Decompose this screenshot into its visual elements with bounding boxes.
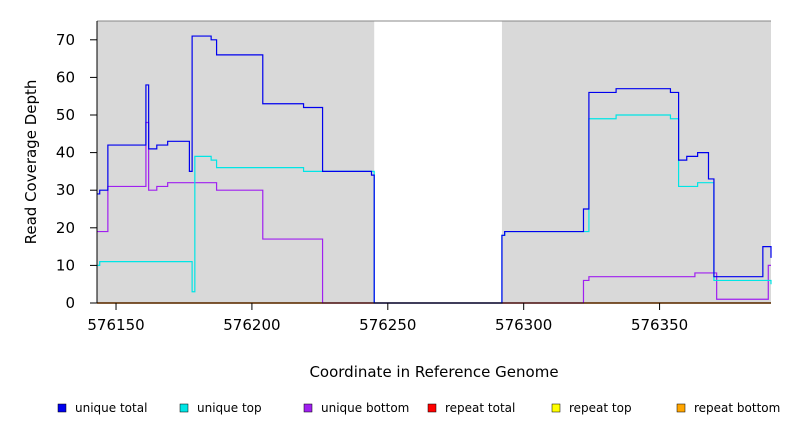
legend-label-unique-top: unique top bbox=[197, 401, 262, 415]
legend-swatch-repeat-bottom bbox=[676, 403, 686, 413]
y-tick-label-10: 10 bbox=[56, 256, 75, 274]
legend-swatch-unique-total bbox=[57, 403, 67, 413]
y-tick-label-70: 70 bbox=[56, 31, 75, 49]
legend-label-repeat-bottom: repeat bottom bbox=[694, 401, 780, 415]
x-tick-label-576300: 576300 bbox=[495, 316, 552, 334]
y-tick-label-0: 0 bbox=[65, 294, 75, 312]
y-tick-label-60: 60 bbox=[56, 68, 75, 86]
x-tick-label-576350: 576350 bbox=[631, 316, 688, 334]
y-axis-title: Read Coverage Depth bbox=[22, 80, 40, 245]
legend-swatch-repeat-total bbox=[427, 403, 437, 413]
y-tick-label-50: 50 bbox=[56, 106, 75, 124]
y-tick-label-20: 20 bbox=[56, 219, 75, 237]
legend-label-repeat-top: repeat top bbox=[569, 401, 632, 415]
x-tick-label-576150: 576150 bbox=[87, 316, 144, 334]
legend-swatch-unique-top bbox=[179, 403, 189, 413]
legend-label-unique-total: unique total bbox=[75, 401, 147, 415]
axes: 0 10 20 30 40 50 60 70 576150 576200 576250 576300 5… bbox=[56, 21, 771, 334]
y-tick-label-40: 40 bbox=[56, 144, 75, 162]
x-axis-title: Coordinate in Reference Genome bbox=[309, 363, 558, 381]
series-line-unique-total bbox=[97, 35, 772, 304]
legend-swatch-unique-bottom bbox=[303, 403, 313, 413]
shaded-regions bbox=[97, 20, 771, 303]
legend-swatch-repeat-top bbox=[551, 403, 561, 413]
shaded-region-0 bbox=[97, 21, 375, 303]
y-tick-label-30: 30 bbox=[56, 181, 75, 199]
shaded-region-1 bbox=[501, 21, 771, 303]
legend-label-repeat-total: repeat total bbox=[445, 401, 515, 415]
legend-label-unique-bottom: unique bottom bbox=[321, 401, 409, 415]
x-tick-label-576250: 576250 bbox=[359, 316, 416, 334]
x-tick-label-576200: 576200 bbox=[223, 316, 280, 334]
legend: unique total unique top unique bottom repea… bbox=[57, 401, 780, 415]
